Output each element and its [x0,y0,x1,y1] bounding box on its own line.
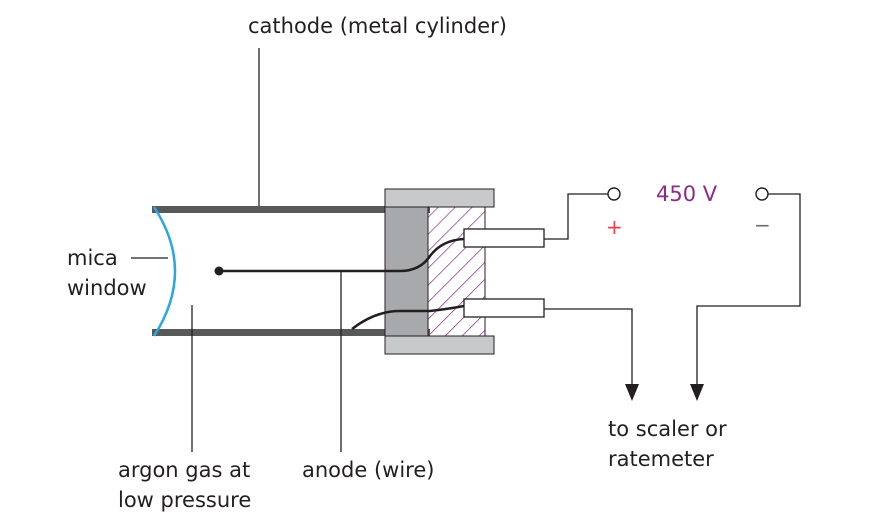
cathode-label: cathode (metal cylinder) [248,14,507,38]
minus-sign: − [754,213,771,237]
cathode-wall-top [152,206,430,213]
cathode-lead-wire [351,304,465,330]
negative-arrowhead [690,384,704,401]
terminal-top [463,228,545,248]
scaler-label-line2: ratemeter [608,447,714,471]
plus-sign: + [606,215,623,239]
mica-label-line1: mica [67,246,118,270]
negative-terminal [755,187,769,201]
output-arrowhead [625,384,639,401]
terminal-bottom [463,298,545,318]
positive-terminal [607,187,621,201]
argon-label-line2: low pressure [118,488,251,512]
mica-window [152,206,177,337]
output-wire [544,308,633,388]
negative-wire [696,193,801,388]
argon-label-line1: argon gas at [118,458,250,482]
voltage-label: 450 V [656,182,718,206]
end-cap-top [384,188,495,208]
cathode-wall-bottom [152,329,430,336]
anode-label: anode (wire) [302,458,434,482]
end-cap-bottom [384,335,495,355]
anode-wire [219,237,465,273]
mica-label-line2: window [67,276,147,300]
scaler-label-line1: to scaler or [608,417,727,441]
positive-wire [544,193,608,240]
